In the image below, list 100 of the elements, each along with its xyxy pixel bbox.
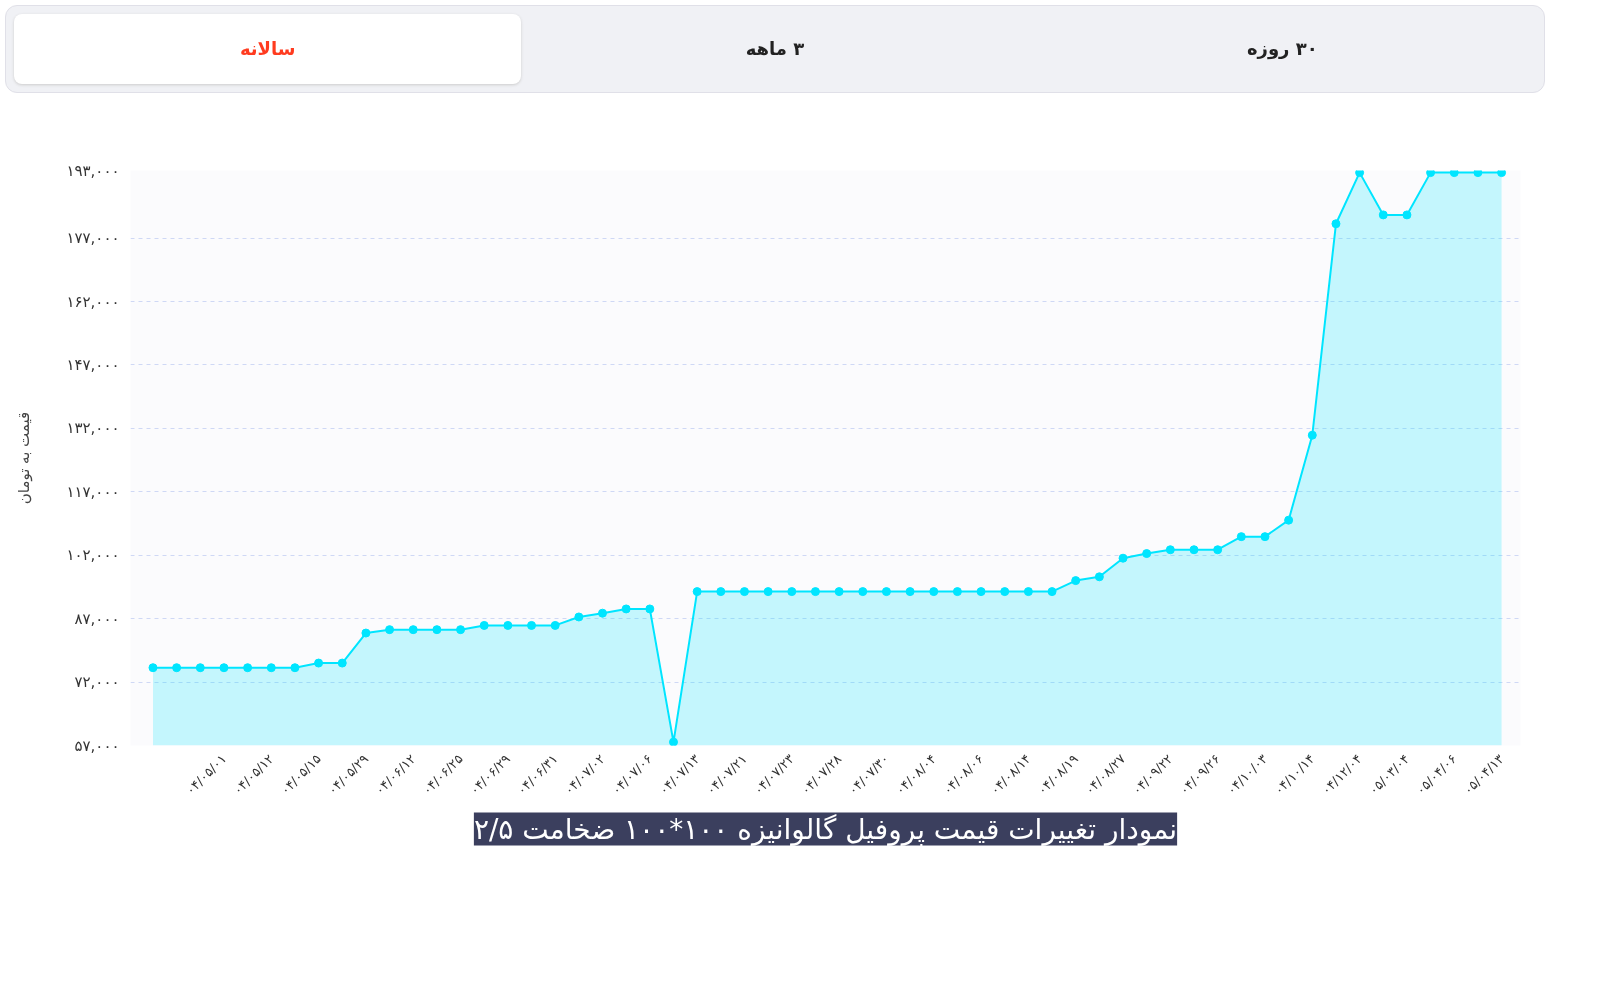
point [598,608,608,618]
x-tick-label: ۰۴/۰۸/۱۴ [987,751,1034,798]
point [1331,219,1341,229]
point [1071,576,1081,586]
point [763,587,773,597]
point [243,663,253,673]
point [716,587,726,597]
point [148,663,158,673]
point [1189,545,1199,555]
x-tick-label: ۰۴/۰۶/۱۲ [372,751,419,798]
x-tick-label: ۰۴/۰۶/۲۵ [419,751,466,798]
x-tick-label: ۰۴/۰۶/۳۱ [514,751,561,798]
y-tick-label: ۱۱۷,۰۰۰ [66,482,120,501]
x-tick-label: ۰۴/۰۸/۰۶ [939,751,987,798]
x-tick-label: ۰۴/۰۵/۲۹ [324,751,372,798]
point [1355,170,1365,178]
point [1426,170,1436,178]
point [1094,572,1104,582]
point [1000,587,1010,597]
point [456,625,466,635]
text: ۳۰ روزه [1245,37,1319,62]
x-tick-label: ۰۴/۰۷/۲۸ [797,751,845,798]
point [314,658,324,668]
point [1449,170,1459,178]
point [692,587,702,597]
point [195,663,205,673]
x-tick-label: ۰۴/۰۵/۱۲ [230,751,277,798]
y-tick-label: ۱۳۲,۰۰۰ [66,419,120,438]
point [1118,553,1128,563]
point [952,587,962,597]
point [668,737,678,746]
point [1260,532,1270,542]
point [1378,210,1388,220]
point [337,658,347,668]
x-tick-label: ۰۴/۱۲/۰۴ [1318,751,1365,798]
point [1047,587,1057,597]
point [621,604,631,614]
point [550,620,560,630]
x-tick-label: ۰۵/۰۳/۰۴ [1365,751,1413,798]
point [1213,545,1223,555]
y-tick-label: ۱۰۲,۰۰۰ [66,546,120,565]
point [1142,549,1152,559]
text: نمودار تغییرات قیمت پروفیل گالوانیزه ۱۰۰*۱۰۰ ضخامت ۲/۵ [473,812,1178,846]
x-tick-label: ۰۴/۰۷/۱۳ [656,751,703,798]
point [834,587,844,597]
y-tick-label: ۸۷,۰۰۰ [74,609,120,628]
x-tick-label: ۰۴/۰۸/۲۷ [1081,751,1129,798]
point [266,663,276,673]
point [645,604,655,614]
point [976,587,986,597]
text: سالانه [14,14,522,84]
point [219,663,229,673]
point [1284,515,1294,525]
x-tick-label: ۰۴/۰۷/۰۶ [608,751,656,798]
x-tick-label: ۰۵/۰۴/۰۶ [1413,751,1460,798]
y-axis-title: قیمت به تومان [15,411,34,505]
point [858,587,868,597]
point [1165,545,1175,555]
y-tick-label: ۱۹۳,۰۰۰ [66,161,120,180]
text: ۳ ماهه [744,37,806,61]
point [787,587,797,597]
point [479,620,489,630]
y-tick-label: ۱۶۲,۰۰۰ [66,292,120,311]
x-tick-label: ۰۴/۰۷/۳۰ [845,751,892,798]
x-tick-label: ۰۴/۱۰/۱۴ [1271,751,1318,798]
point [929,587,939,597]
point [527,620,537,630]
point [1236,532,1246,542]
point [290,663,300,673]
point [385,625,395,635]
point [574,612,584,622]
x-tick-label: ۰۴/۰۹/۲۲ [1129,751,1176,798]
point [503,620,513,630]
y-tick-label: ۷۲,۰۰۰ [74,673,120,692]
point [1473,170,1483,178]
x-tick-label: ۰۴/۰۷/۲۳ [750,751,798,798]
x-tick-label: ۰۴/۰۹/۲۶ [1176,751,1223,798]
point [172,663,182,673]
x-tick-label: ۰۴/۰۷/۲۱ [703,751,750,798]
point [408,625,418,635]
point [432,625,442,635]
y-tick-label: ۵۷,۰۰۰ [74,736,120,755]
y-tick-label: ۱۴۷,۰۰۰ [66,355,120,374]
x-tick-label: ۰۴/۰۵/۰۱ [182,751,230,798]
x-tick-label: ۰۴/۱۰/۰۳ [1223,751,1271,798]
x-tick-label: ۰۴/۰۵/۱۵ [277,751,324,798]
x-tick-label: ۰۵/۰۴/۱۳ [1460,751,1507,798]
x-tick-label: ۰۴/۰۷/۰۲ [561,751,608,798]
y-tick-label: ۱۷۷,۰۰۰ [66,229,120,248]
point [1023,587,1033,597]
point [881,587,891,597]
point [1307,430,1317,440]
point [905,587,915,597]
point [739,587,749,597]
point [810,587,820,597]
x-tick-label: ۰۴/۰۸/۰۴ [892,751,940,798]
x-tick-label: ۰۴/۰۸/۱۹ [1034,751,1082,798]
point [361,628,371,638]
point [1402,210,1412,220]
x-tick-label: ۰۴/۰۶/۲۹ [466,751,514,798]
